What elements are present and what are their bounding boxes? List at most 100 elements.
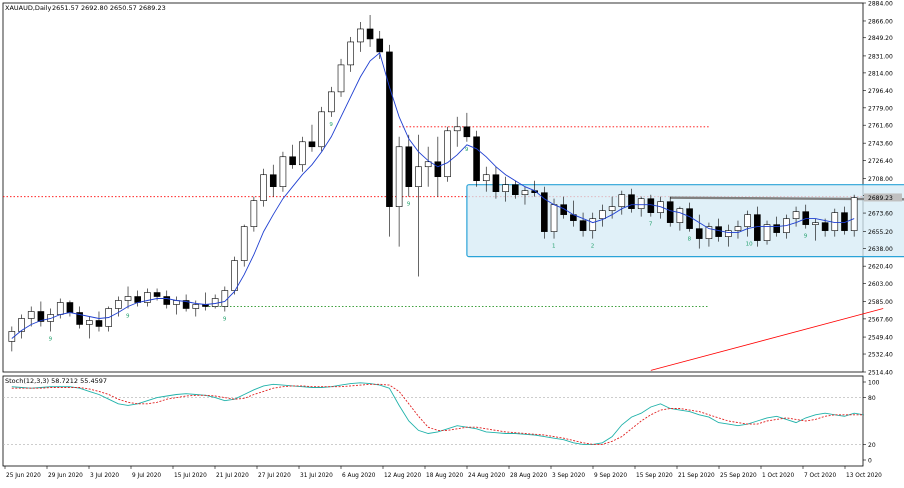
- candle[interactable]: [686, 208, 693, 229]
- candle[interactable]: [821, 222, 829, 231]
- candle[interactable]: [240, 226, 248, 261]
- red-trendline[interactable]: [650, 308, 884, 371]
- candle[interactable]: [424, 161, 432, 168]
- candle[interactable]: [37, 311, 45, 322]
- date-tick-label: 25 Sep 2020: [720, 473, 757, 479]
- candle[interactable]: [511, 184, 519, 195]
- candle[interactable]: [357, 28, 364, 43]
- candle[interactable]: [318, 111, 325, 148]
- candle[interactable]: [405, 146, 413, 188]
- candle[interactable]: [812, 222, 819, 225]
- candle[interactable]: [724, 230, 732, 237]
- candle[interactable]: [850, 197, 858, 231]
- candle[interactable]: [250, 200, 258, 227]
- candle[interactable]: [279, 156, 287, 188]
- candle[interactable]: [18, 318, 25, 332]
- candle[interactable]: [647, 198, 655, 213]
- candle[interactable]: [192, 304, 200, 309]
- candle[interactable]: [56, 302, 64, 315]
- candle[interactable]: [163, 296, 171, 305]
- candle[interactable]: [744, 214, 751, 227]
- date-tick-label: 25 Jun 2020: [6, 473, 41, 479]
- price-tick-label: 2655.20: [868, 229, 893, 236]
- candle[interactable]: [376, 38, 384, 53]
- candle[interactable]: [754, 214, 761, 241]
- candle[interactable]: [599, 210, 606, 219]
- candle[interactable]: [221, 290, 229, 307]
- date-tick-label: 9 Jul 2020: [132, 473, 161, 479]
- stoch-d-line: [11, 383, 864, 445]
- candle[interactable]: [182, 300, 190, 309]
- candle[interactable]: [502, 184, 509, 192]
- date-tick-label: 21 Sep 2020: [678, 473, 715, 479]
- candle[interactable]: [637, 198, 645, 209]
- candle[interactable]: [115, 300, 122, 309]
- candle[interactable]: [444, 130, 451, 178]
- ohlc-readout: 2651.57 2692.80 2650.57 2689.23: [52, 4, 166, 12]
- price-tick-label: 2532.40: [868, 352, 893, 359]
- price-tick-label: 2884.00: [868, 1, 893, 8]
- candle[interactable]: [76, 312, 83, 325]
- price-tick-label: 2779.00: [868, 105, 893, 112]
- candle[interactable]: [328, 91, 335, 113]
- candle[interactable]: [269, 174, 277, 188]
- candle[interactable]: [579, 220, 587, 231]
- candle[interactable]: [541, 192, 548, 232]
- candle[interactable]: [763, 224, 771, 241]
- candle[interactable]: [773, 224, 781, 233]
- candle[interactable]: [676, 208, 684, 223]
- candle[interactable]: [715, 226, 722, 237]
- candle[interactable]: [211, 298, 219, 307]
- candle[interactable]: [260, 174, 267, 201]
- grey-resistance-line[interactable]: [670, 196, 904, 201]
- candle[interactable]: [473, 136, 480, 182]
- candle[interactable]: [705, 226, 713, 239]
- candle[interactable]: [434, 161, 442, 178]
- candle[interactable]: [95, 320, 103, 327]
- candle[interactable]: [153, 292, 161, 297]
- candle[interactable]: [792, 211, 800, 219]
- candle[interactable]: [415, 166, 422, 188]
- candle[interactable]: [695, 228, 703, 239]
- candle[interactable]: [289, 156, 296, 166]
- price-tick-label: 2673.60: [868, 211, 893, 218]
- candle[interactable]: [66, 302, 74, 313]
- candle[interactable]: [366, 28, 374, 40]
- candle[interactable]: [463, 126, 471, 138]
- candle[interactable]: [666, 201, 674, 223]
- candle[interactable]: [395, 146, 403, 207]
- sequence-marker: 8: [688, 237, 692, 243]
- date-tick-label: 3 Sep 2020: [552, 473, 585, 479]
- date-tick-label: 13 Oct 2020: [846, 473, 882, 479]
- candle[interactable]: [337, 64, 345, 93]
- candle[interactable]: [27, 311, 35, 319]
- candle[interactable]: [550, 204, 558, 232]
- candle[interactable]: [589, 218, 597, 231]
- candle[interactable]: [492, 174, 500, 192]
- candle[interactable]: [308, 141, 316, 148]
- candle[interactable]: [608, 206, 616, 211]
- candle[interactable]: [618, 194, 626, 207]
- sequence-marker: 7: [649, 222, 653, 228]
- candle[interactable]: [482, 174, 490, 182]
- oscillator-tick-label: 80: [868, 395, 876, 402]
- candle[interactable]: [521, 190, 529, 195]
- candle[interactable]: [386, 51, 393, 207]
- candle[interactable]: [347, 41, 355, 66]
- candle[interactable]: [144, 292, 151, 303]
- candle[interactable]: [734, 226, 742, 231]
- candle[interactable]: [831, 212, 839, 231]
- candle[interactable]: [628, 194, 635, 209]
- sequence-marker: 9: [329, 122, 333, 128]
- candle[interactable]: [298, 141, 306, 166]
- candle[interactable]: [85, 320, 93, 325]
- candle[interactable]: [124, 296, 132, 301]
- candle[interactable]: [560, 204, 568, 215]
- candle[interactable]: [453, 126, 461, 132]
- candle[interactable]: [47, 314, 54, 322]
- candle[interactable]: [231, 260, 238, 291]
- consolidation-box[interactable]: [466, 184, 904, 258]
- price-tick-label: 2585.00: [868, 299, 893, 306]
